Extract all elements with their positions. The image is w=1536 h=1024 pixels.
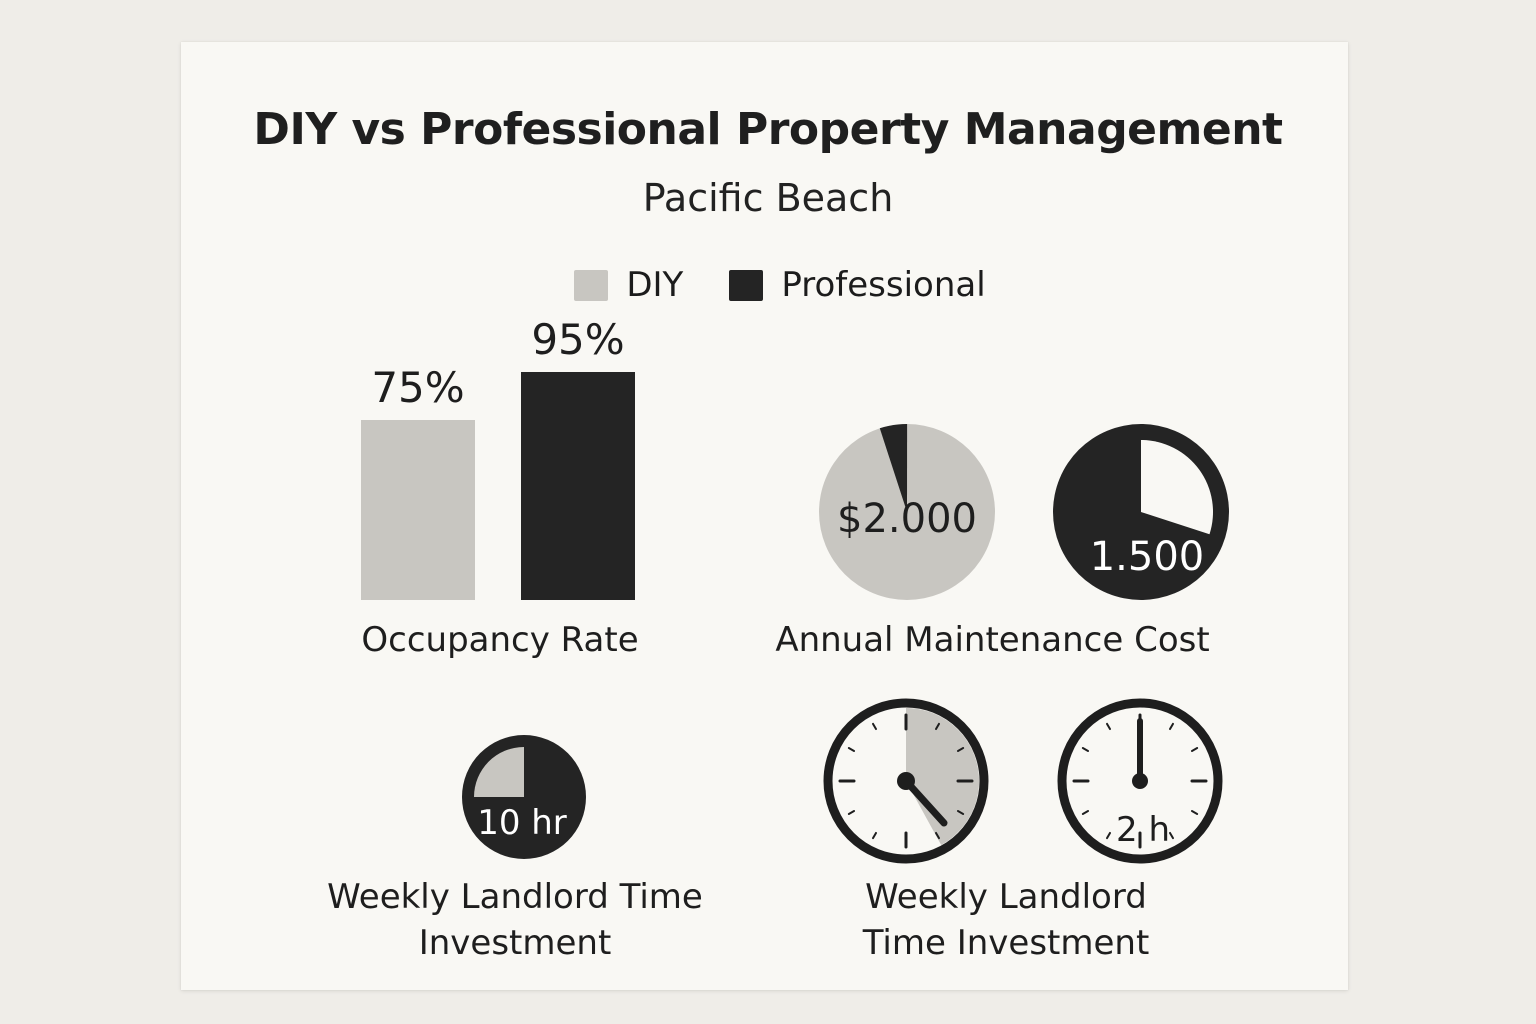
clock-diy-tick-8 — [847, 810, 856, 815]
bar-occupancy-diy — [361, 420, 475, 600]
weekly-time-clock-label: Weekly Landlord Time Investment — [862, 877, 1150, 963]
clock-diy-pivot — [897, 772, 915, 790]
clock-professional-tick-1 — [1169, 722, 1174, 731]
legend-label-professional: Professional — [781, 265, 986, 305]
legend-swatch-professional — [729, 269, 764, 301]
bar-value-label-professional: 95% — [531, 315, 624, 364]
pie-maintenance-diy-value: $2.000 — [837, 496, 977, 542]
chart-title: DIY vs Professional Property Management — [253, 104, 1283, 155]
legend-label-diy: DIY — [626, 265, 684, 305]
legend-swatch-diy — [574, 269, 609, 301]
clock-diy-tick-1 — [935, 722, 940, 731]
clock-diy-tick-4 — [956, 810, 965, 815]
clock-diy-tick-7 — [872, 831, 877, 840]
bar-occupancy-professional — [521, 372, 635, 600]
pie-time-diy-value: 10 hr — [477, 803, 567, 843]
clock-diy-wedge — [906, 707, 980, 845]
chart-subtitle: Pacific Beach — [642, 176, 894, 220]
bar-value-label-diy: 75% — [371, 363, 464, 412]
pie-maintenance-professional-wedge — [1141, 440, 1214, 535]
clock-professional-tick-10 — [1081, 747, 1090, 752]
clock-diy-tick-10 — [847, 747, 856, 752]
clock-diy-tick-2 — [956, 747, 965, 752]
clock-professional-tick-11 — [1106, 722, 1111, 731]
pie-maintenance-professional-value: 1.500 — [1090, 534, 1205, 580]
legend: DIY Professional — [0, 265, 1536, 305]
clock-professional-tick-2 — [1190, 747, 1199, 752]
clock-professional-value: 2 h — [1116, 810, 1170, 850]
pie-maintenance-diy-wedge — [879, 423, 908, 512]
clock-professional-tick-5 — [1169, 831, 1174, 840]
clock-professional-tick-8 — [1081, 810, 1090, 815]
clock-diy-hand — [902, 777, 948, 827]
weekly-time-diy-label: Weekly Landlord Time Investment — [327, 877, 703, 963]
clock-professional-tick-4 — [1190, 810, 1199, 815]
legend-item-professional: Professional — [729, 265, 986, 305]
clock-professional-pivot — [1132, 773, 1148, 789]
clock-diy-tick-11 — [872, 722, 877, 731]
clock-professional-tick-7 — [1106, 831, 1111, 840]
occupancy-rate-label: Occupancy Rate — [361, 620, 639, 660]
annual-maintenance-cost-label: Annual Maintenance Cost — [775, 620, 1210, 660]
pie-time-diy-wedge — [474, 747, 524, 797]
legend-item-diy: DIY — [574, 265, 683, 305]
clock-diy-tick-5 — [935, 831, 940, 840]
